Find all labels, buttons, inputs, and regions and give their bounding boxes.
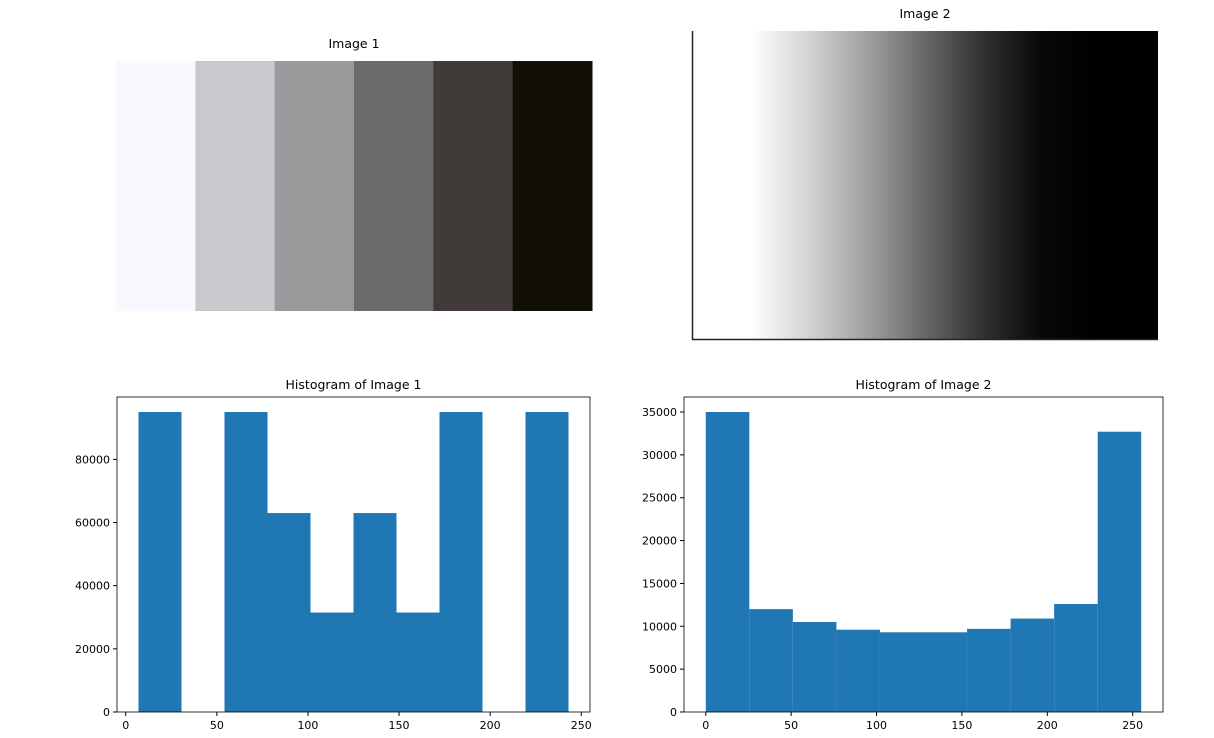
x-tick-label: 150 bbox=[389, 719, 410, 732]
histogram-bar bbox=[749, 609, 793, 712]
histogram-bar bbox=[267, 513, 311, 712]
x-tick-label: 100 bbox=[297, 719, 318, 732]
x-tick-label: 250 bbox=[1122, 719, 1143, 732]
y-tick-label: 35000 bbox=[642, 406, 677, 419]
x-tick-label: 200 bbox=[1037, 719, 1058, 732]
y-tick-label: 30000 bbox=[642, 449, 677, 462]
x-tick-label: 0 bbox=[122, 719, 129, 732]
histogram-bar bbox=[439, 412, 483, 712]
y-tick-label: 40000 bbox=[75, 580, 110, 593]
subplot-title: Histogram of Image 1 bbox=[286, 377, 422, 392]
subplot-title: Image 2 bbox=[899, 6, 950, 21]
image-stripe bbox=[116, 61, 196, 311]
x-tick-label: 0 bbox=[702, 719, 709, 732]
image-stripe bbox=[195, 61, 276, 311]
subplot-title: Image 1 bbox=[328, 36, 379, 51]
subplot-title: Histogram of Image 2 bbox=[856, 377, 992, 392]
axes-frame bbox=[683, 396, 1164, 713]
y-tick-label: 0 bbox=[103, 706, 110, 719]
histogram-bar bbox=[1054, 604, 1098, 712]
histogram-bar bbox=[138, 412, 182, 712]
histogram-bar bbox=[705, 412, 750, 712]
y-tick-label: 60000 bbox=[75, 517, 110, 530]
histogram-bar bbox=[396, 612, 440, 712]
y-tick-label: 0 bbox=[670, 706, 677, 719]
histogram-bar bbox=[879, 632, 924, 712]
histogram-bar bbox=[224, 412, 268, 712]
y-tick-label: 15000 bbox=[642, 577, 677, 590]
image-stripe bbox=[433, 61, 514, 311]
image-stripe bbox=[512, 61, 593, 311]
x-tick-label: 50 bbox=[210, 719, 224, 732]
y-tick-label: 80000 bbox=[75, 453, 110, 466]
histogram-bar bbox=[923, 632, 968, 712]
x-tick-label: 150 bbox=[951, 719, 972, 732]
x-tick-label: 50 bbox=[784, 719, 798, 732]
histogram-bar bbox=[310, 612, 354, 712]
image-stripe bbox=[354, 61, 434, 311]
histogram-bar bbox=[792, 622, 837, 712]
x-tick-label: 200 bbox=[480, 719, 501, 732]
gradient-image bbox=[692, 31, 1158, 340]
y-tick-label: 20000 bbox=[642, 535, 677, 548]
axes-frame bbox=[116, 396, 591, 713]
y-tick-label: 10000 bbox=[642, 620, 677, 633]
histogram-bar bbox=[525, 412, 569, 712]
y-tick-label: 5000 bbox=[649, 663, 677, 676]
y-tick-label: 25000 bbox=[642, 492, 677, 505]
x-tick-label: 250 bbox=[571, 719, 592, 732]
histogram-bar bbox=[1097, 431, 1142, 712]
histogram-bar bbox=[836, 629, 880, 712]
histogram-bar bbox=[967, 628, 1011, 712]
image-stripe bbox=[274, 61, 355, 311]
y-tick-label: 20000 bbox=[75, 643, 110, 656]
histogram-bar bbox=[1010, 618, 1055, 712]
histogram-bar bbox=[353, 513, 397, 712]
x-tick-label: 100 bbox=[866, 719, 887, 732]
